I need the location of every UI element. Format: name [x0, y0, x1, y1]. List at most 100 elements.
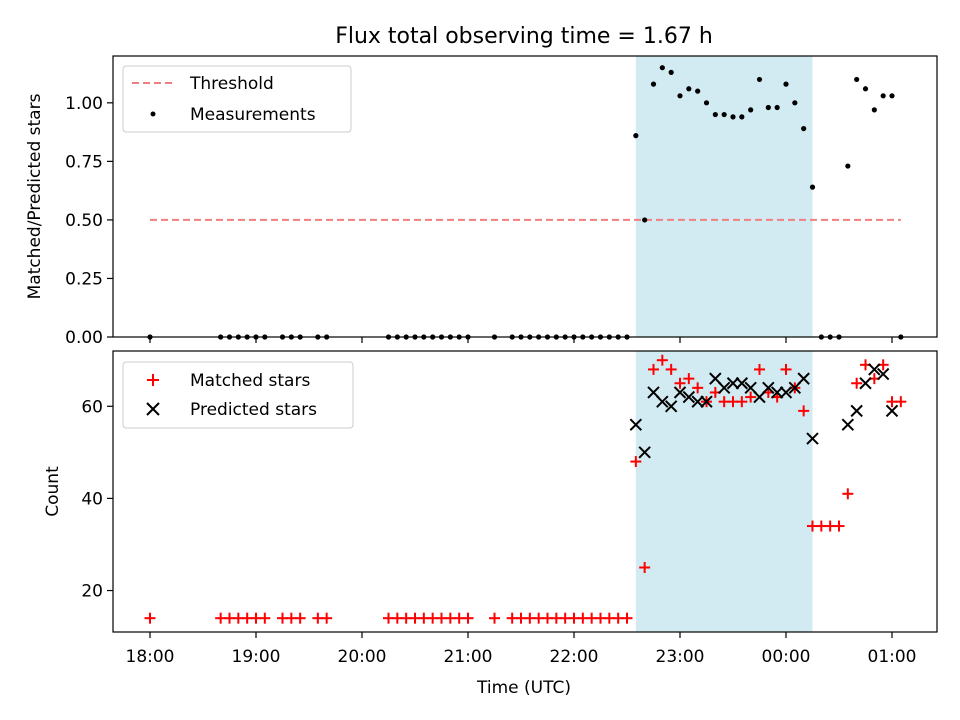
matched-stars-point-67: [895, 396, 907, 408]
top-x-tickmarks: [149, 337, 893, 343]
measurements-point-62: [854, 76, 860, 83]
y-tick-label: 0.50: [65, 211, 103, 231]
matched-stars-point-0: [144, 612, 156, 624]
measurements-point-40: [659, 65, 665, 71]
predicted-stars-point-11: [726, 377, 740, 390]
matched-stars-point-36: [621, 612, 633, 624]
matched-stars-point-44: [692, 382, 704, 394]
predicted-stars-point-5: [673, 386, 687, 399]
predicted-stars-point-23: [859, 377, 872, 390]
chart-title: Flux total observing time = 1.67 h: [335, 24, 713, 49]
measurements-point-57: [809, 184, 816, 190]
measurements-point-66: [889, 93, 895, 99]
measurements-point-49: [739, 114, 745, 120]
measurements-point-52: [765, 104, 771, 111]
matched-stars-point-21: [462, 612, 474, 624]
predicted-stars-point-17: [779, 386, 793, 399]
matched-stars-point-11: [321, 612, 333, 624]
matched-stars-point-51: [754, 363, 765, 375]
predicted-stars-point-12: [735, 377, 749, 390]
measurements-point-43: [686, 86, 692, 92]
x-axis-label: Time (UTC): [476, 678, 571, 698]
y-tick-label: 0.00: [65, 328, 103, 348]
matched-stars-point-6: [259, 612, 271, 624]
matched-stars-point-43: [683, 373, 695, 385]
predicted-stars-point-15: [762, 381, 775, 395]
matched-stars-point-50: [745, 391, 757, 403]
threshold-legend-label: Threshold: [189, 74, 274, 94]
predicted-stars-point-20: [806, 432, 819, 445]
measurements-point-65: [880, 93, 886, 99]
y-tick-label: 20: [81, 582, 103, 602]
measurements-point-46: [712, 111, 718, 118]
x-tick-label: 21:00: [444, 647, 493, 667]
predicted-stars-point-24: [868, 363, 881, 376]
predicted-stars-point-1: [638, 446, 651, 459]
measurements-point-53: [774, 104, 780, 111]
top-shaded-span: [635, 56, 813, 337]
predicted-stars-point-21: [841, 418, 855, 431]
bottom-panel: 20 40 60 18:00 19:00 20:00 21:00 22:00 23:00 00:…: [43, 350, 938, 698]
predicted-stars-point-7: [691, 395, 704, 408]
matched-stars-point-54: [780, 363, 792, 375]
bottom-y-axis-label: Count: [43, 466, 63, 517]
top-legend-box: [122, 65, 352, 133]
matched-legend-label: Matched stars: [190, 371, 310, 391]
predicted-legend-swatch: [146, 402, 160, 416]
x-tick-label: 19:00: [232, 647, 281, 667]
x-tick-label: 23:00: [656, 647, 705, 667]
predicted-stars-point-3: [656, 395, 669, 408]
predicted-stars-point-22: [850, 404, 863, 418]
measurements-point-41: [668, 69, 674, 75]
matched-stars-point-56: [798, 405, 810, 417]
measurements-point-38: [642, 217, 648, 223]
predicted-stars-point-25: [876, 367, 890, 381]
predicted-stars-point-16: [770, 386, 784, 399]
measurements-point-45: [703, 100, 710, 106]
measurements-point-44: [695, 88, 701, 94]
measurements-point-54: [783, 81, 789, 87]
y-tick-label: 1.00: [65, 94, 103, 114]
matched-stars-point-40: [656, 354, 668, 366]
bottom-x-ticks: 18:00 19:00 20:00 21:00 22:00 23:00 00:00 01:00: [126, 632, 917, 667]
matched-stars-point-61: [842, 488, 854, 500]
matched-legend-swatch: [147, 374, 159, 386]
measurements-point-64: [871, 107, 877, 113]
measurements-point-42: [677, 93, 683, 99]
matched-stars-point-22: [489, 612, 500, 624]
predicted-legend-label: Predicted stars: [190, 400, 317, 420]
y-tick-label: 0.75: [65, 152, 103, 172]
measurements-point-63: [862, 86, 869, 92]
predicted-stars-point-0: [629, 418, 643, 431]
matched-stars-point-39: [648, 363, 659, 375]
predicted-stars-point-4: [664, 400, 678, 413]
x-tick-label: 20:00: [338, 647, 387, 667]
x-tick-label: 18:00: [126, 647, 175, 667]
matched-stars-point-62: [851, 377, 863, 389]
measurements-legend-label: Measurements: [190, 105, 316, 125]
bottom-plot-frame: [112, 350, 938, 633]
predicted-stars-point-19: [797, 372, 810, 385]
x-tick-label: 01:00: [868, 647, 917, 667]
measurements-point-51: [756, 76, 763, 83]
predicted-stars-point-8: [700, 395, 713, 408]
measurements-point-61: [845, 163, 851, 169]
measurements-point-37: [633, 133, 639, 139]
matched-stars-point-49: [736, 396, 748, 408]
matched-stars-point-42: [674, 377, 686, 389]
top-legend: Threshold Measurements: [122, 65, 352, 133]
y-tick-label: 0.25: [65, 269, 103, 289]
predicted-stars-point-26: [885, 404, 899, 418]
matched-stars-point-60: [833, 520, 845, 532]
x-tick-label: 00:00: [762, 647, 811, 667]
bottom-legend-box: [122, 361, 354, 429]
top-y-axis-label: Matched/Predicted stars: [25, 93, 45, 299]
measurements-point-47: [721, 111, 727, 118]
matched-stars-point-41: [665, 363, 677, 375]
measurements-point-56: [801, 125, 807, 132]
y-tick-label: 40: [81, 489, 103, 509]
top-panel: 0.00 0.25 0.50 0.75 1.00 Matched/Predicted s…: [25, 55, 938, 348]
top-y-ticks: 0.00 0.25 0.50 0.75 1.00: [65, 94, 113, 348]
measurements-point-48: [730, 114, 736, 120]
